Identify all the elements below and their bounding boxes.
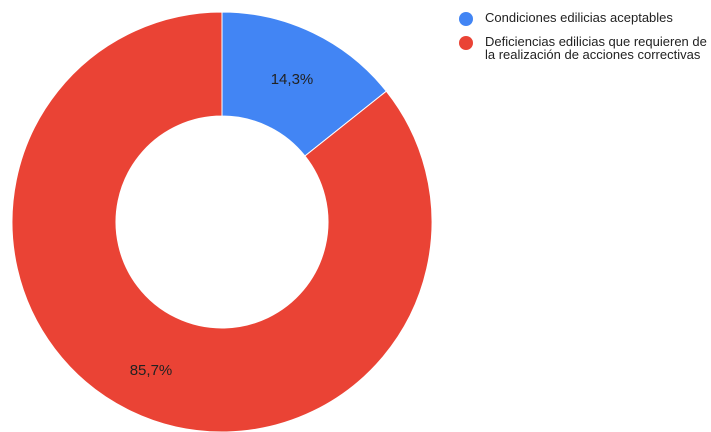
legend-dot-blue-icon (459, 12, 473, 26)
legend: Condiciones edilicias aceptables Deficie… (459, 11, 709, 70)
legend-dot-red-icon (459, 36, 473, 50)
slice-deficiencias-edilicias[interactable] (11, 11, 433, 432)
legend-label-condiciones: Condiciones edilicias aceptables (485, 10, 673, 25)
legend-label-deficiencias: Deficiencias edilicias que requieren de … (485, 34, 707, 62)
legend-item-deficiencias[interactable]: Deficiencias edilicias que requieren de … (459, 35, 709, 61)
slice-label-deficiencias: 85,7% (130, 362, 173, 379)
slice-label-condiciones: 14,3% (271, 71, 314, 88)
legend-item-condiciones[interactable]: Condiciones edilicias aceptables (459, 11, 709, 26)
